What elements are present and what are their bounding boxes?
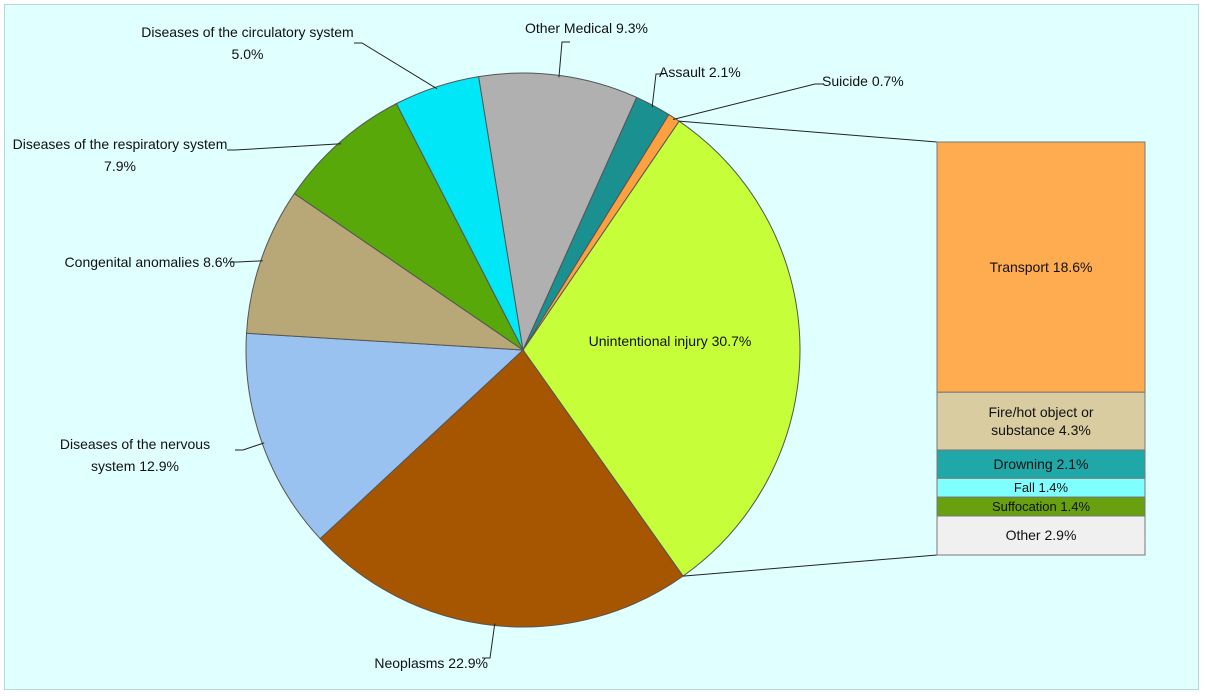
leader-line	[227, 143, 342, 151]
label-category: Diseases of the respiratory system	[12, 136, 228, 152]
bar-label: Suffocation 1.4%	[957, 497, 1125, 516]
label-value: 0.7%	[871, 73, 904, 89]
label-category: Congenital anomalies	[64, 254, 200, 270]
label-value: 30.7%	[711, 333, 752, 349]
label-category: Neoplasms	[374, 655, 445, 671]
leader-line	[672, 83, 823, 120]
label-value: 9.3%	[616, 20, 648, 36]
label-value: 8.6%	[203, 254, 235, 270]
label-value: 2.1%	[708, 64, 741, 80]
leader-line	[482, 623, 496, 659]
label-category: Fall	[1013, 480, 1035, 496]
leader-line	[354, 42, 438, 90]
label-value: 2.9%	[1044, 527, 1077, 544]
label-category: Suffocation	[991, 499, 1057, 515]
label-category: Other Medical	[525, 20, 613, 36]
slice-label: Neoplasms 22.9%	[300, 652, 488, 674]
label-category: Unintentional injury	[588, 333, 708, 349]
bar-label: Fire/hot object or substance 4.3%	[957, 392, 1125, 450]
label-category: Other	[1005, 527, 1041, 544]
label-category: Assault	[659, 64, 705, 80]
slice-label: Diseases of the respiratory system 7.9%	[10, 133, 230, 177]
label-category: Diseases of the circulatory system	[141, 24, 354, 40]
label-value: 1.4%	[1038, 480, 1069, 496]
pie-slice	[522, 120, 801, 577]
connector-line	[679, 120, 938, 143]
leader-line	[651, 73, 664, 108]
label-value: 18.6%	[1052, 259, 1093, 276]
slice-label: Diseases of the circulatory system 5.0%	[140, 21, 355, 65]
label-value: 2.1%	[1056, 456, 1089, 473]
slice-label: Suicide 0.7%	[822, 70, 942, 92]
slice-label: Other Medical 9.3%	[525, 17, 715, 39]
leader-line	[558, 41, 570, 78]
slice-label: Unintentional injury 30.7%	[555, 330, 785, 352]
pie-slice	[293, 102, 524, 351]
label-value: 12.9%	[139, 458, 179, 474]
bar-segment	[936, 391, 1146, 451]
connector-line	[682, 554, 938, 577]
label-value: 1.4%	[1060, 499, 1091, 515]
bar-label: Transport 18.6%	[957, 142, 1125, 392]
pie-slice	[245, 192, 525, 351]
label-value: 22.9%	[448, 655, 488, 671]
label-category: Drowning	[993, 456, 1053, 473]
label-value: 7.9%	[104, 158, 136, 174]
bar-label: Other 2.9%	[957, 516, 1125, 555]
label-value: 5.0%	[231, 46, 264, 62]
slice-label: Assault 2.1%	[659, 61, 779, 83]
bar-label: Drowning 2.1%	[957, 450, 1125, 478]
pie-slice	[522, 113, 680, 351]
label-category: Suicide	[822, 73, 868, 89]
slice-label: Congenital anomalies 8.6%	[10, 251, 235, 273]
leader-line	[235, 442, 265, 451]
bar-label: Fall 1.4%	[957, 478, 1125, 497]
bar-segment	[936, 449, 1146, 479]
bar-segment	[936, 141, 1146, 393]
label-value: 4.3%	[1058, 422, 1091, 439]
label-category: Fire/hot object or substance	[988, 404, 1094, 439]
leader-line	[230, 260, 263, 263]
bar-segment	[936, 515, 1146, 556]
label-category: Transport	[989, 259, 1049, 276]
slice-label: Diseases of the nervous system 12.9%	[40, 433, 230, 477]
label-category: Diseases of the nervous system	[59, 436, 211, 474]
